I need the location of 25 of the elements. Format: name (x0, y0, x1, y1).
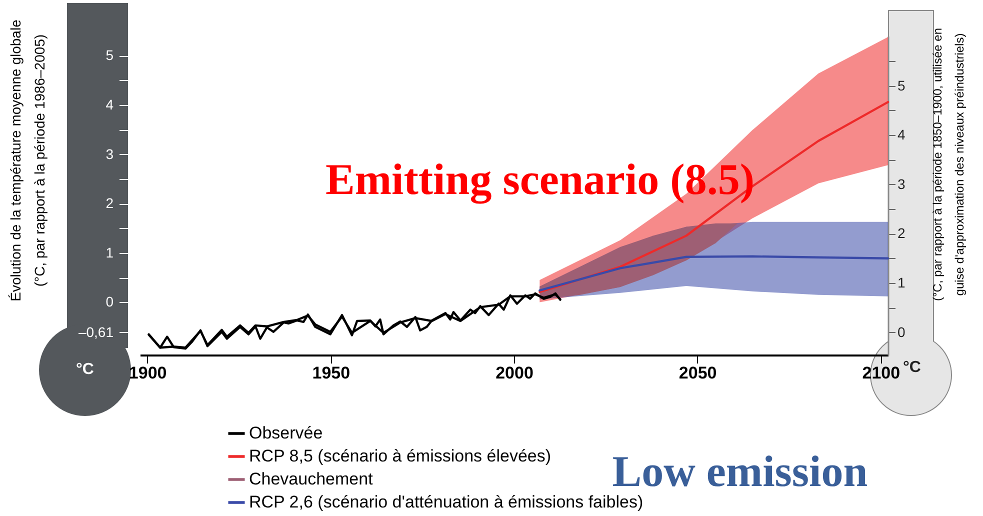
x-tick-label: 2000 (496, 364, 534, 382)
y-tick-label: 5 (106, 47, 114, 64)
y2-tick-label: 4 (898, 126, 906, 143)
y2-axis-title: (°C, par rapport à la période 1850–1900, utilisée en guise d'approximation des niveaux préindustriels) (930, 28, 966, 301)
legend-label: Chevauchement (249, 470, 374, 488)
y2-tick-label: 2 (898, 225, 906, 242)
y-tick-label: 0 (106, 294, 114, 310)
y2-tick-label: 0 (898, 324, 906, 340)
x-tick-label: 1900 (128, 364, 167, 382)
y-tick-label: –0,61 (78, 324, 114, 340)
y-axis-title: Évolution de la température moyenne globale (°C, par rapport à la période 1986–2005) (8, 19, 48, 302)
y-tick-label: 1 (106, 244, 114, 260)
legend-label: RCP 8,5 (scénario à émissions élevées) (249, 446, 552, 466)
y-tick-label: 3 (106, 146, 114, 162)
legend-label: Observée (249, 424, 323, 442)
y2-tick-label: 5 (898, 77, 906, 94)
y2-tick-label: 1 (898, 274, 906, 291)
y2-tick-label: 3 (898, 176, 906, 192)
text: °C (76, 361, 94, 378)
y-tick-label: 4 (106, 96, 114, 113)
x-tick-label: 1950 (312, 364, 350, 382)
x-tick-label: 2050 (678, 364, 717, 382)
x-tick-label: 2100 (862, 364, 900, 382)
text: °C (903, 359, 922, 376)
y-tick-label: 2 (106, 195, 114, 212)
